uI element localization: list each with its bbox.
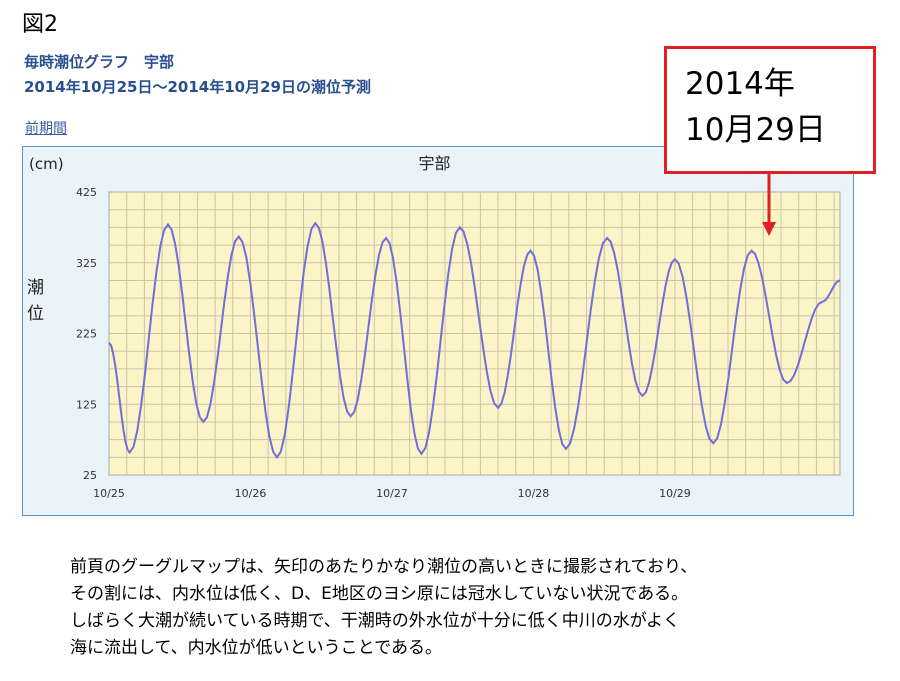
chart-header-subtitle: 2014年10月25日～2014年10月29日の潮位予測 (24, 78, 371, 96)
caption-line: 海に流出して、内水位が低いということである。 (70, 638, 442, 658)
date-callout: 2014年 10月29日 (664, 46, 876, 174)
tide-series-line (108, 221, 841, 460)
caption-line: 前頁のグーグルマップは、矢印のあたりかなり潮位の高いときに撮影されており、 (70, 557, 698, 577)
chart-frame: 25 125 225 325 425 10/25 10/26 10/27 10/28 10/29 (… (22, 146, 854, 516)
tide-chart: 25 125 225 325 425 10/25 10/26 10/27 10/28 10/29 (… (27, 154, 841, 500)
arrow-icon (762, 174, 776, 236)
y-tick-label: 225 (76, 328, 97, 341)
previous-period-link[interactable]: 前期間 (25, 121, 67, 137)
unit-label: (cm) (29, 155, 64, 173)
caption-line: しばらく大潮が続いている時期で、干潮時の外水位が十分に低く中川の水がよく (70, 611, 680, 631)
x-tick-label: 10/29 (659, 487, 691, 500)
y-axis-label: 潮 (27, 278, 44, 298)
figure-label: 図2 (22, 12, 58, 37)
y-tick-label: 25 (83, 469, 97, 482)
y-tick-label: 425 (76, 186, 97, 199)
x-tick-label: 10/25 (93, 487, 125, 500)
chart-title: 宇部 (418, 154, 450, 173)
x-tick-label: 10/27 (376, 487, 408, 500)
caption-text: 前頁のグーグルマップは、矢印のあたりかなり潮位の高いときに撮影されており、 その… (70, 554, 882, 662)
y-tick-label: 325 (76, 257, 97, 270)
x-tick-label: 10/26 (235, 487, 267, 500)
caption-line: その割には、内水位は低く、D、E地区のヨシ原には冠水していない状況である。 (70, 584, 689, 604)
callout-year: 2014年 (685, 66, 795, 102)
chart-header-title: 毎時潮位グラフ 宇部 (24, 53, 175, 71)
x-tick-label: 10/28 (518, 487, 550, 500)
y-tick-label: 125 (76, 398, 97, 411)
y-axis-label: 位 (27, 304, 44, 324)
callout-date: 10月29日 (685, 112, 826, 148)
